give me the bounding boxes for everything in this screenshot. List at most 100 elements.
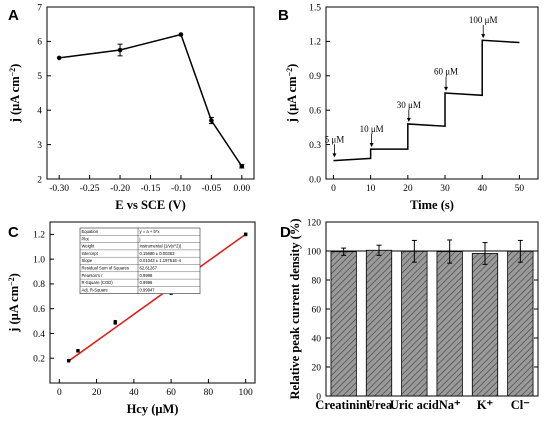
data-point	[178, 32, 184, 37]
annotation-arrowhead	[481, 34, 486, 39]
step-annotation: 60 μM	[434, 67, 458, 77]
y-tick-label: 7	[37, 3, 42, 13]
y-tick-label: 100	[307, 247, 322, 257]
fit-line	[68, 233, 247, 362]
x-axis-label: Hcy (μM)	[127, 402, 179, 416]
fit-table-value: 0.9996	[140, 280, 153, 285]
x-tick-label: 40	[129, 388, 139, 398]
y-tick-label: 3	[37, 141, 42, 151]
x-tick-label: 80	[204, 388, 214, 398]
x-tick-label: 0	[57, 388, 62, 398]
fit-table-value: Instrumental (1/v(x^2))	[140, 244, 182, 249]
data-point	[66, 359, 71, 363]
step-annotation: 100 μM	[469, 15, 498, 25]
plot-frame	[325, 6, 539, 180]
annotation-arrowhead	[332, 153, 337, 158]
data-point	[239, 163, 245, 169]
fit-table-key: Slope	[82, 258, 93, 263]
fit-table-value: 0.99947	[140, 287, 156, 292]
y-axis-label-main: j (μA cm	[7, 285, 21, 333]
y-axis-label-end: )	[285, 64, 299, 68]
x-tick-label: -0.30	[49, 184, 69, 194]
category-label: Na⁺	[439, 398, 461, 412]
panel-label-a: A	[8, 7, 19, 24]
x-axis-label: Time (s)	[410, 198, 454, 212]
series-line	[333, 39, 520, 162]
y-axis-label-main: j (μA cm	[285, 76, 299, 124]
data-point	[113, 320, 117, 325]
y-tick-label: 6	[37, 38, 42, 48]
step-annotation: 5 μM	[325, 134, 345, 144]
fit-table-value: j	[139, 236, 141, 241]
y-axis-label: Relative peak current density (%)	[288, 219, 302, 400]
fit-table-key: Adj. R-Square	[82, 287, 109, 292]
panel-label-b: B	[278, 7, 289, 24]
y-tick-label: 0.6	[33, 305, 45, 315]
data-point	[76, 349, 80, 353]
fit-table-key: Residual Sum of Squares	[82, 266, 129, 271]
x-tick-label: -0.15	[141, 184, 161, 194]
x-tick-label: 30	[440, 184, 450, 194]
bar	[471, 253, 499, 397]
y-tick-label: 5	[37, 72, 42, 82]
step-annotation: 30 μM	[397, 100, 421, 110]
y-axis-label-end: )	[7, 273, 21, 277]
y-tick-label: 1.5	[309, 3, 321, 13]
bar	[330, 251, 357, 397]
y-tick-label: 1.2	[33, 231, 45, 241]
bar	[401, 250, 428, 397]
x-tick-label: 60	[166, 388, 176, 398]
y-tick-label: 60	[312, 305, 322, 315]
bar	[436, 251, 463, 397]
data-point	[117, 47, 123, 53]
y-tick-label: 0	[316, 392, 321, 402]
data-point	[243, 232, 248, 237]
y-axis-label: j (μA cm−2)	[8, 64, 22, 124]
panel-label-c: C	[8, 224, 19, 241]
annotation-arrowhead	[444, 86, 449, 91]
y-tick-label: 80	[312, 276, 322, 286]
y-tick-label: 120	[307, 218, 322, 228]
y-tick-label: 40	[312, 334, 322, 344]
plot-frame	[49, 221, 256, 384]
fit-table-key: Intercept	[82, 251, 99, 256]
y-axis-label: j (μA cm−2)	[285, 64, 299, 124]
step-annotation: 10 μM	[360, 124, 384, 134]
y-tick-label: 1.2	[309, 38, 321, 48]
y-tick-label: 1.0	[33, 255, 45, 265]
fit-table-key: Equation	[82, 229, 99, 234]
category-label: K⁺	[477, 398, 494, 412]
plot-frame	[325, 221, 539, 397]
y-axis-label-end: )	[8, 64, 22, 68]
category-label: Urea	[366, 398, 393, 412]
fit-table-value: 62.61267	[140, 266, 158, 271]
y-tick-label: 0.3	[309, 141, 321, 151]
category-label: Creatinine	[315, 398, 372, 412]
panel-label-d: D	[280, 224, 291, 241]
x-tick-label: -0.10	[171, 184, 191, 194]
y-tick-label: 0.8	[33, 280, 45, 290]
x-tick-label: -0.25	[80, 184, 100, 194]
x-tick-label: 0	[331, 184, 336, 194]
fit-table-value: 0.15686 ± 0.00363	[140, 251, 176, 256]
chart-panel-a: 2 3 4 5 6 7 -0.30 -0.25 -0.20 -0.15 -0.10 -0.05 0.00…	[8, 3, 255, 212]
y-tick-label: 0.9	[309, 72, 321, 82]
x-axis-label: E vs SCE (V)	[115, 198, 186, 212]
fit-table	[79, 227, 201, 294]
x-tick-label: 50	[515, 184, 525, 194]
y-axis-label-sup: −2	[7, 277, 16, 286]
bar	[365, 249, 393, 397]
y-tick-label: 4	[37, 107, 42, 117]
data-point	[56, 55, 62, 61]
plot-frame	[46, 6, 255, 180]
data-point	[209, 118, 214, 123]
x-tick-label: -0.05	[201, 184, 221, 194]
y-tick-label: 2	[37, 175, 42, 185]
y-tick-label: 0.4	[33, 330, 45, 340]
fit-table-key: Weight	[82, 244, 96, 249]
y-tick-label: 0.0	[309, 175, 321, 185]
x-tick-label: 100	[239, 388, 254, 398]
fit-table-key: Pearson's r	[82, 273, 104, 278]
